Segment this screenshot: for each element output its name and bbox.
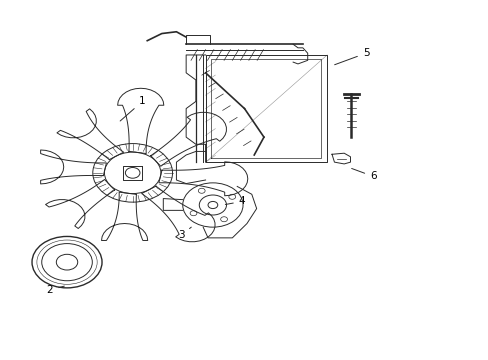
Text: 4: 4 <box>225 197 245 206</box>
Text: 5: 5 <box>334 48 368 65</box>
Text: 6: 6 <box>351 168 376 181</box>
Text: 2: 2 <box>46 285 64 295</box>
Text: 3: 3 <box>178 227 191 240</box>
Text: 1: 1 <box>120 96 145 121</box>
